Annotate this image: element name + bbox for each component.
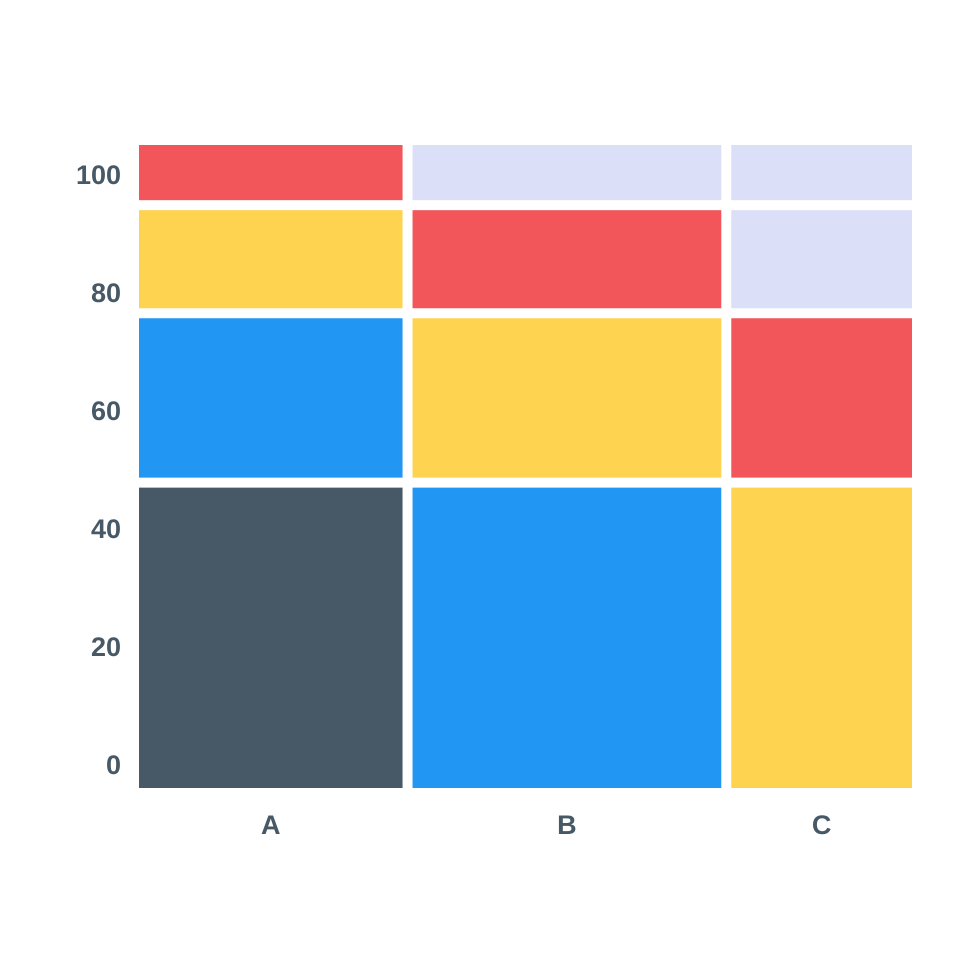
mosaic-cell-C-2 <box>731 318 912 478</box>
x-axis: A B C <box>261 810 831 840</box>
y-tick-label-60: 60 <box>91 396 121 426</box>
mosaic-cell-A-1 <box>139 487 403 788</box>
mosaic-cell-B-3 <box>412 210 722 309</box>
mosaic-cell-A-4 <box>139 145 403 201</box>
x-category-label-B: B <box>557 810 577 840</box>
mosaic-cell-B-4 <box>412 145 722 201</box>
mosaic-cell-B-1 <box>412 487 722 788</box>
mosaic-cell-A-3 <box>139 210 403 309</box>
mosaic-cell-C-1 <box>731 487 912 788</box>
mosaic-cell-C-4 <box>731 145 912 201</box>
y-tick-label-20: 20 <box>91 632 121 662</box>
x-category-label-C: C <box>812 810 832 840</box>
x-category-label-A: A <box>261 810 281 840</box>
y-axis: 0 20 40 60 80 100 <box>76 160 121 780</box>
plot-area <box>139 145 912 788</box>
mosaic-cell-C-3 <box>731 210 912 309</box>
y-tick-label-40: 40 <box>91 514 121 544</box>
y-tick-label-0: 0 <box>106 750 121 780</box>
mosaic-cell-B-2 <box>412 318 722 478</box>
mosaic-cell-A-2 <box>139 318 403 478</box>
y-tick-label-80: 80 <box>91 278 121 308</box>
y-tick-label-100: 100 <box>76 160 121 190</box>
